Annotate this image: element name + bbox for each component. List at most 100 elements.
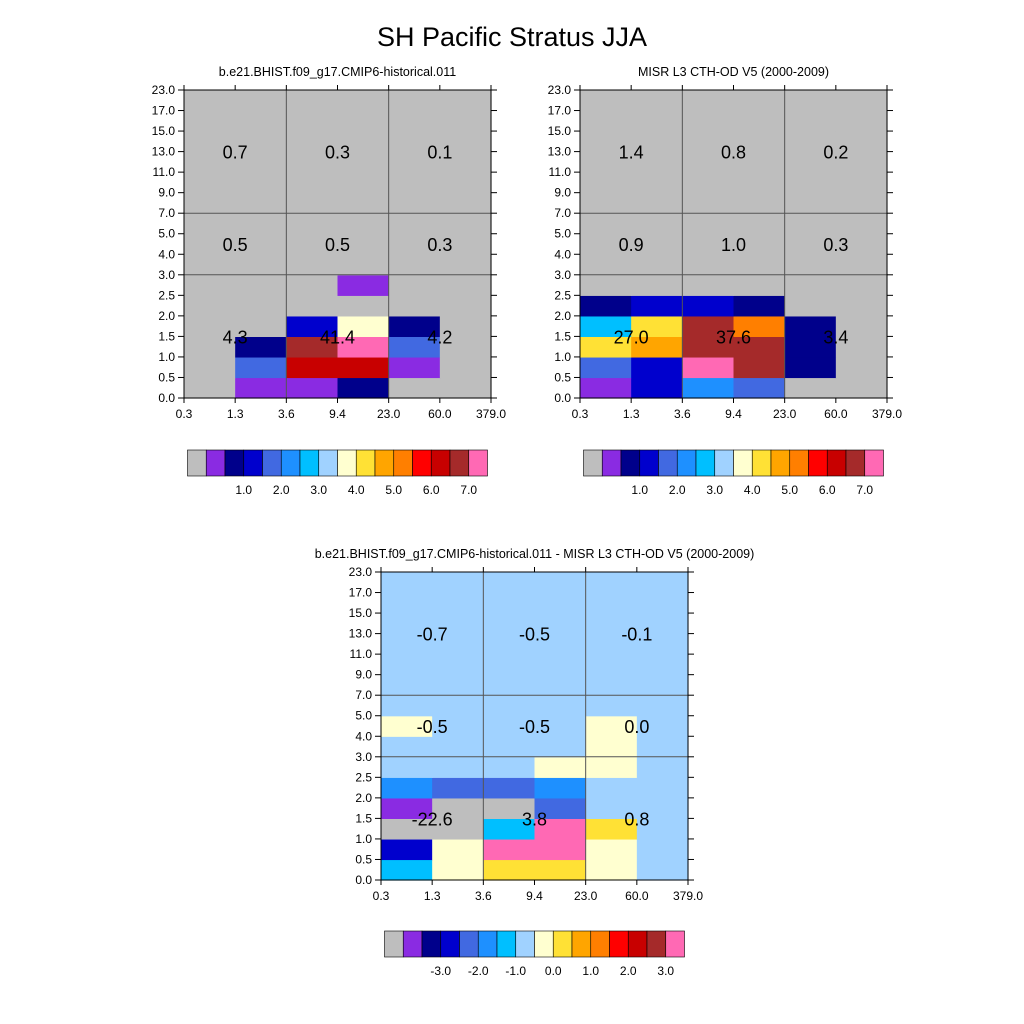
colorbar-swatch	[468, 449, 488, 477]
heatmap-cell	[534, 613, 587, 635]
heatmap-cell	[286, 110, 339, 132]
colorbar-label: 1.0	[235, 483, 252, 497]
heatmap-cell	[534, 633, 587, 655]
colorbar-swatch	[355, 449, 376, 477]
heatmap-cell	[439, 356, 492, 379]
heatmap-cell	[388, 192, 441, 214]
heatmap-cell	[439, 172, 492, 194]
x-tick-label: 9.4	[329, 407, 346, 421]
heatmap-cell	[534, 674, 587, 696]
y-tick-label: 4.0	[554, 247, 571, 261]
heatmap-cell	[631, 172, 683, 194]
heatmap-cell	[631, 274, 683, 296]
heatmap-cell	[585, 633, 638, 655]
x-tick-label: 0.3	[176, 407, 193, 421]
heatmap-cell	[733, 254, 786, 276]
heatmap-cell	[580, 151, 632, 173]
region-value-label: 0.8	[721, 143, 746, 163]
colorbar-label: -3.0	[430, 964, 451, 978]
heatmap-cell	[835, 336, 888, 358]
heatmap-cell	[682, 131, 735, 153]
x-tick-label: 3.6	[475, 889, 492, 903]
heatmap-cell	[835, 90, 888, 112]
heatmap-cell	[337, 192, 390, 214]
heatmap-cell	[381, 715, 433, 737]
y-tick-label: 2.5	[355, 770, 372, 784]
heatmap-cell	[585, 613, 638, 635]
heatmap-cell	[381, 592, 433, 614]
y-tick-label: 1.5	[355, 811, 372, 825]
heatmap-cell	[682, 151, 735, 173]
y-tick-label: 2.5	[158, 288, 175, 302]
heatmap-cell	[388, 356, 441, 379]
colorbar-swatch	[318, 449, 338, 477]
heatmap-cell	[286, 295, 339, 317]
colorbar-swatch	[590, 930, 610, 958]
region-value-label: 3.4	[823, 327, 848, 347]
colorbar-swatch	[224, 449, 245, 477]
heatmap-cell	[835, 131, 888, 153]
region-value-label: -0.1	[621, 625, 652, 645]
region-value-label: 41.4	[320, 327, 355, 347]
x-tick-label: 379.0	[673, 889, 703, 903]
colorbar-label: 2.0	[669, 483, 686, 497]
heatmap-cell	[439, 110, 492, 132]
heatmap-cell	[381, 613, 433, 635]
region-value-label: 0.5	[223, 235, 248, 255]
y-tick-label: 13.0	[349, 627, 373, 641]
heatmap-cell	[388, 274, 441, 296]
y-tick-label: 0.0	[158, 391, 175, 405]
heatmap-cell	[184, 315, 236, 337]
colorbar-swatch	[620, 449, 641, 477]
y-tick-label: 1.5	[554, 329, 571, 343]
panel-title: b.e21.BHIST.f09_g17.CMIP6-historical.011	[219, 65, 456, 79]
colorbar-swatch	[826, 449, 847, 477]
y-tick-label: 7.0	[355, 688, 372, 702]
heatmap-cell	[337, 110, 390, 132]
heatmap-cell	[286, 213, 339, 235]
heatmap-cell	[631, 90, 683, 112]
y-tick-label: 0.5	[355, 852, 372, 866]
colorbar-swatch	[430, 449, 451, 477]
heatmap-cell	[439, 90, 492, 112]
heatmap-cell	[585, 756, 638, 778]
colorbar-label: 1.0	[631, 483, 648, 497]
colorbar-swatch	[515, 930, 535, 958]
heatmap-cell	[337, 274, 390, 296]
heatmap-cell	[682, 233, 735, 255]
heatmap-cell	[636, 818, 689, 840]
colorbar-swatch	[393, 449, 413, 477]
y-tick-label: 17.0	[349, 586, 373, 600]
heatmap-cell	[337, 233, 390, 255]
heatmap-cell	[235, 274, 287, 296]
x-tick-label: 1.3	[424, 889, 441, 903]
x-tick-label: 3.6	[278, 407, 295, 421]
heatmap-cell	[286, 377, 339, 399]
heatmap-cell	[733, 213, 786, 235]
heatmap-cell	[631, 336, 683, 358]
y-tick-label: 9.0	[158, 186, 175, 200]
heatmap-cell	[235, 213, 287, 235]
heatmap-cell	[580, 172, 632, 194]
heatmap-cell	[585, 592, 638, 614]
panel-2: MISR L3 CTH-OD V5 (2000-2009) 0.3 1.3 3.6 9.…	[548, 65, 903, 497]
colorbar-label: 7.0	[460, 483, 477, 497]
figure-title: SH Pacific Stratus JJA	[377, 22, 647, 52]
heatmap-cell	[580, 295, 632, 317]
heatmap-cell	[381, 633, 433, 655]
colorbar-swatch	[552, 930, 573, 958]
heatmap-cell	[432, 859, 484, 881]
colorbar-swatch	[571, 930, 592, 958]
heatmap-cell	[534, 818, 587, 840]
heatmap-cell	[337, 356, 390, 379]
heatmap-cell	[483, 838, 536, 861]
colorbar-swatch	[646, 930, 667, 958]
region-value-label: -22.6	[412, 809, 453, 829]
colorbar-swatch	[658, 449, 678, 477]
colorbar-label: 3.0	[310, 483, 327, 497]
heatmap-cell	[784, 213, 837, 235]
colorbar-label: 6.0	[819, 483, 836, 497]
y-tick-label: 13.0	[152, 145, 176, 159]
heatmap-cell	[784, 192, 837, 214]
heatmap-cell	[184, 274, 236, 296]
